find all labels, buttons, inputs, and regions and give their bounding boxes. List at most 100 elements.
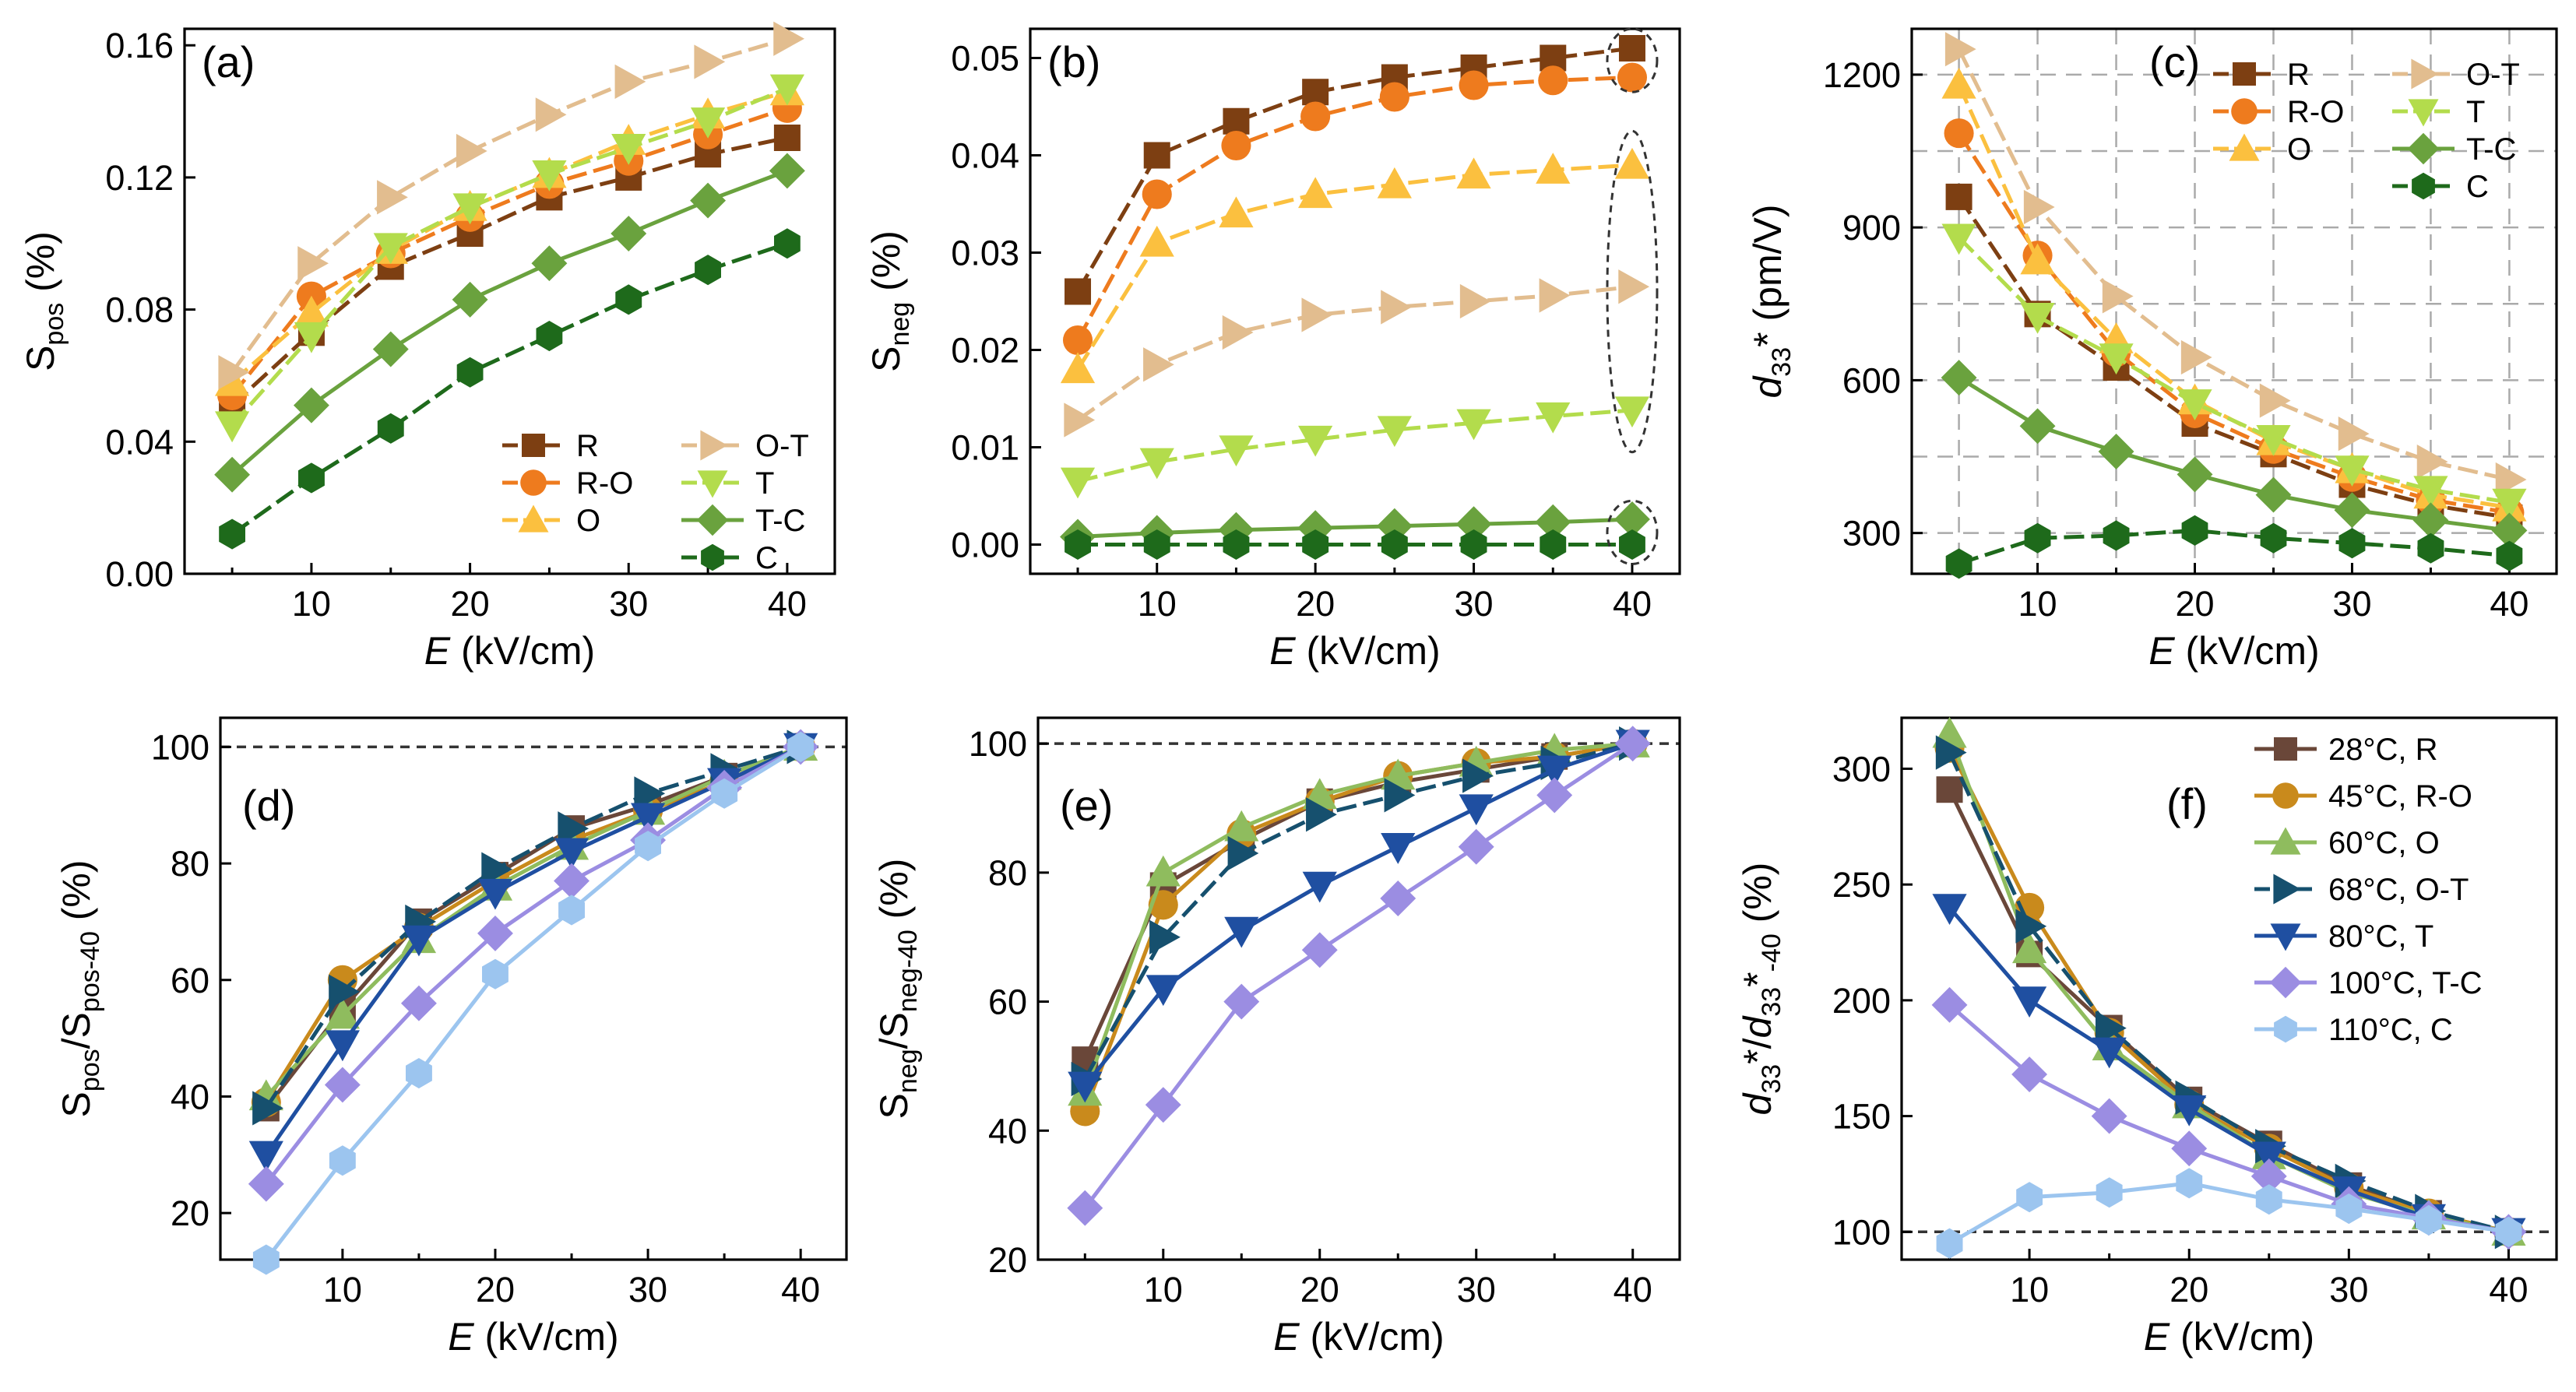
y-tick-label: 150	[1832, 1097, 1891, 1137]
series-100-c-t-c	[1067, 726, 1651, 1226]
point-t	[1377, 416, 1412, 448]
point-o-t	[535, 97, 567, 132]
point-68-c-o-t	[252, 1091, 283, 1126]
point-o-t	[2416, 444, 2448, 480]
legend-label: T-C	[2466, 132, 2516, 167]
y-axis-label-part: * (pm/V)	[1746, 205, 1789, 347]
point-110-c-c	[635, 831, 661, 862]
point-r-o	[1142, 179, 1172, 209]
point-100-c-t-c	[1223, 983, 1260, 1020]
legend-item-100-c-t-c: 100°C, T-C	[2254, 966, 2483, 1000]
point-t	[769, 74, 805, 106]
series-110-c-c	[1936, 1168, 2522, 1259]
point-110-c-c	[2335, 1193, 2363, 1225]
point-110-c-c	[2016, 1182, 2043, 1213]
point-t	[690, 107, 726, 139]
legend-label: 60°C, O	[2328, 826, 2440, 860]
plot-frame	[183, 27, 836, 575]
legend-marker	[2274, 1015, 2297, 1043]
legend-item-110-c-c: 110°C, C	[2254, 1013, 2453, 1047]
legend-item-c: C	[681, 541, 778, 575]
x-tick-label: 30	[628, 1270, 667, 1309]
point-o-t	[2495, 462, 2527, 497]
y-axis-label: d33*/d33*-40 (%)	[1736, 863, 1786, 1116]
legend-label: T-C	[755, 504, 805, 538]
legend-item-o-t: O-T	[681, 429, 809, 463]
legend-marker	[2231, 98, 2258, 125]
point-c	[1619, 529, 1645, 560]
point-o	[1139, 225, 1174, 257]
x-axis-label-var: E	[424, 629, 451, 673]
point-c	[2417, 533, 2444, 564]
plot-frame	[1910, 27, 2558, 575]
legend-marker	[2407, 132, 2440, 165]
y-axis-label-part: pos	[76, 1049, 105, 1091]
point-o-t	[377, 180, 408, 215]
point-t-c	[214, 456, 251, 493]
point-80-c-t	[1145, 975, 1181, 1007]
y-axis-label-part: 33	[1757, 1064, 1786, 1094]
point-o	[1219, 196, 1254, 228]
point-t	[452, 193, 487, 225]
point-t-c	[2334, 492, 2370, 529]
y-axis-label-part: (%)	[864, 230, 908, 302]
point-c	[1381, 529, 1408, 560]
point-t-c	[2412, 502, 2449, 539]
legend-item-28-c-r: 28°C, R	[2254, 733, 2438, 767]
series-line-o-t	[231, 37, 788, 374]
point-c	[536, 321, 563, 352]
x-axis-label-unit: (kV/cm)	[1296, 629, 1441, 673]
point-t-c	[1455, 506, 1492, 543]
legend-label: 45°C, R-O	[2328, 779, 2472, 814]
series-o-t	[1064, 269, 1650, 438]
y-axis-label-part: pos-40	[76, 931, 105, 1012]
point-100-c-t-c	[2250, 1158, 2287, 1194]
y-tick-label: 80	[171, 844, 209, 884]
panel-tag: (b)	[1047, 37, 1100, 86]
point-o-t	[694, 44, 726, 79]
x-axis: 10 20 30 40	[265, 1249, 820, 1309]
series-line-o-t	[1076, 284, 1633, 422]
point-t-c	[2177, 456, 2213, 493]
point-o-t	[1143, 347, 1174, 382]
point-r	[1302, 79, 1329, 106]
x-axis-label-var: E	[1273, 1315, 1300, 1359]
y-axis-label-part: d	[1736, 1091, 1779, 1115]
legend-item-r: R	[502, 429, 599, 463]
panel-tag: (d)	[242, 781, 295, 830]
x-axis-label: E (kV/cm)	[2148, 629, 2319, 673]
legend-marker	[697, 470, 728, 498]
y-axis-label-part: 33	[1757, 987, 1786, 1017]
point-c	[615, 284, 642, 315]
point-100-c-t-c	[554, 863, 589, 899]
legend: RR-OO O-TTT-CC	[502, 429, 809, 575]
x-tick-label: 40	[781, 1270, 820, 1309]
point-t-c	[2491, 512, 2528, 549]
point-o-t	[1944, 32, 1976, 67]
point-68-c-o-t	[1935, 735, 1967, 770]
legend-label: C	[755, 541, 778, 575]
point-100-c-t-c	[1380, 881, 1416, 916]
series-t	[1060, 396, 1650, 499]
point-t-c	[2098, 434, 2134, 469]
legend-label: 68°C, O-T	[2328, 873, 2469, 907]
legend: 28°C, R 45°C, R-O 60°C, O 68°C, O-T 80°C, T 1…	[2254, 733, 2483, 1047]
legend-item-45-c-r-o: 45°C, R-O	[2254, 779, 2472, 814]
point-110-c-c	[2495, 1216, 2522, 1247]
point-o	[294, 295, 329, 327]
point-r	[1223, 107, 1250, 135]
point-t-c	[1535, 504, 1571, 540]
point-t	[294, 322, 329, 353]
y-axis-label-part: (%)	[1736, 863, 1779, 934]
legend-label: R	[576, 429, 599, 463]
y-axis-label: Spos (%)	[19, 231, 69, 371]
x-axis-label: E (kV/cm)	[1269, 629, 1440, 673]
series-r-o	[1062, 62, 1648, 356]
point-100-c-t-c	[1614, 726, 1651, 762]
x-axis: 10 20 30 40	[231, 563, 807, 624]
point-80-c-t	[1537, 755, 1572, 787]
y-axis-label: Sneg/Sneg-40 (%)	[872, 859, 923, 1120]
point-c	[1460, 529, 1487, 560]
point-r-o	[1459, 70, 1489, 100]
